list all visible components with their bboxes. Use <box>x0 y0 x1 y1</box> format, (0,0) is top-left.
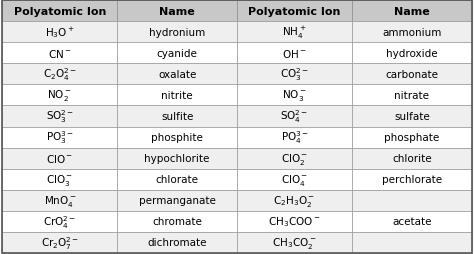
Text: $\mathrm{ClO^-}$: $\mathrm{ClO^-}$ <box>46 152 73 164</box>
Bar <box>118 22 237 43</box>
Bar <box>2 1 118 22</box>
Bar <box>352 127 472 148</box>
Text: $\mathrm{H_3O^+}$: $\mathrm{H_3O^+}$ <box>45 25 75 40</box>
Text: $\mathrm{ClO_3^-}$: $\mathrm{ClO_3^-}$ <box>46 172 73 187</box>
Bar <box>237 85 352 106</box>
Bar <box>237 127 352 148</box>
Bar <box>237 190 352 211</box>
Text: $\mathrm{PO_4^{3-}}$: $\mathrm{PO_4^{3-}}$ <box>281 129 309 146</box>
Text: carbonate: carbonate <box>385 70 438 80</box>
Bar <box>352 1 472 22</box>
Bar <box>2 106 118 127</box>
Bar <box>352 43 472 64</box>
Bar <box>2 148 118 169</box>
Bar <box>352 169 472 190</box>
Bar <box>2 22 118 43</box>
Bar <box>2 43 118 64</box>
Text: $\mathrm{NO_3^-}$: $\mathrm{NO_3^-}$ <box>282 88 307 103</box>
Bar <box>118 85 237 106</box>
Text: chromate: chromate <box>152 216 202 226</box>
Text: hypochlorite: hypochlorite <box>145 153 210 163</box>
Bar <box>237 106 352 127</box>
Text: sulfite: sulfite <box>161 112 193 121</box>
Text: $\mathrm{C_2O_4^{2-}}$: $\mathrm{C_2O_4^{2-}}$ <box>43 66 77 83</box>
Bar <box>352 190 472 211</box>
Bar <box>118 1 237 22</box>
Text: $\mathrm{NH_4^+}$: $\mathrm{NH_4^+}$ <box>283 25 307 41</box>
Bar <box>2 190 118 211</box>
Text: cyanide: cyanide <box>157 49 198 59</box>
Bar <box>352 211 472 232</box>
Bar <box>118 211 237 232</box>
Bar <box>2 232 118 253</box>
Text: $\mathrm{Cr_2O_7^{2-}}$: $\mathrm{Cr_2O_7^{2-}}$ <box>41 234 79 251</box>
Text: $\mathrm{SO_3^{2-}}$: $\mathrm{SO_3^{2-}}$ <box>46 108 74 125</box>
Bar <box>352 232 472 253</box>
Text: $\mathrm{ClO_4^-}$: $\mathrm{ClO_4^-}$ <box>281 172 308 187</box>
Bar <box>2 127 118 148</box>
Text: nitrite: nitrite <box>161 91 193 101</box>
Bar <box>118 64 237 85</box>
Text: Polyatomic Ion: Polyatomic Ion <box>14 7 106 17</box>
Text: $\mathrm{SO_4^{2-}}$: $\mathrm{SO_4^{2-}}$ <box>281 108 309 125</box>
Text: $\mathrm{NO_2^-}$: $\mathrm{NO_2^-}$ <box>47 88 72 103</box>
Text: nitrate: nitrate <box>394 91 429 101</box>
Bar <box>237 169 352 190</box>
Bar <box>352 22 472 43</box>
Bar <box>237 148 352 169</box>
Bar <box>118 148 237 169</box>
Bar <box>2 64 118 85</box>
Bar <box>2 211 118 232</box>
Bar <box>352 106 472 127</box>
Text: hydronium: hydronium <box>149 28 205 38</box>
Bar <box>118 43 237 64</box>
Text: phosphite: phosphite <box>151 133 203 142</box>
Text: perchlorate: perchlorate <box>382 174 442 184</box>
Text: oxalate: oxalate <box>158 70 196 80</box>
Bar <box>237 64 352 85</box>
Text: $\mathrm{CH_3COO^-}$: $\mathrm{CH_3COO^-}$ <box>268 214 321 228</box>
Text: chlorate: chlorate <box>155 174 199 184</box>
Text: $\mathrm{MnO_4^-}$: $\mathrm{MnO_4^-}$ <box>44 193 76 208</box>
Bar <box>237 43 352 64</box>
Text: $\mathrm{ClO_2^-}$: $\mathrm{ClO_2^-}$ <box>281 151 308 166</box>
Text: $\mathrm{CH_3CO_2^-}$: $\mathrm{CH_3CO_2^-}$ <box>273 235 317 250</box>
Text: $\mathrm{CO_3^{2-}}$: $\mathrm{CO_3^{2-}}$ <box>280 66 309 83</box>
Bar <box>118 106 237 127</box>
Bar <box>118 169 237 190</box>
Text: permanganate: permanganate <box>139 195 216 205</box>
Text: Polyatomic Ion: Polyatomic Ion <box>248 7 341 17</box>
Text: $\mathrm{PO_3^{3-}}$: $\mathrm{PO_3^{3-}}$ <box>46 129 74 146</box>
Text: $\mathrm{CrO_4^{2-}}$: $\mathrm{CrO_4^{2-}}$ <box>43 213 76 230</box>
Bar <box>2 85 118 106</box>
Bar <box>237 1 352 22</box>
Bar <box>237 232 352 253</box>
Text: ammonium: ammonium <box>382 28 441 38</box>
Text: acetate: acetate <box>392 216 431 226</box>
Bar <box>118 190 237 211</box>
Bar <box>2 169 118 190</box>
Text: sulfate: sulfate <box>394 112 429 121</box>
Bar <box>237 211 352 232</box>
Bar <box>237 22 352 43</box>
Bar <box>118 127 237 148</box>
Bar <box>118 232 237 253</box>
Bar <box>352 85 472 106</box>
Text: $\mathrm{CN^-}$: $\mathrm{CN^-}$ <box>48 48 72 60</box>
Text: chlorite: chlorite <box>392 153 432 163</box>
Text: $\mathrm{OH^-}$: $\mathrm{OH^-}$ <box>282 48 307 60</box>
Text: Name: Name <box>394 7 429 17</box>
Text: phosphate: phosphate <box>384 133 439 142</box>
Text: dichromate: dichromate <box>147 237 207 247</box>
Bar <box>352 64 472 85</box>
Bar <box>352 148 472 169</box>
Text: hydroxide: hydroxide <box>386 49 438 59</box>
Text: Name: Name <box>159 7 195 17</box>
Text: $\mathrm{C_2H_3O_2^-}$: $\mathrm{C_2H_3O_2^-}$ <box>273 193 316 208</box>
